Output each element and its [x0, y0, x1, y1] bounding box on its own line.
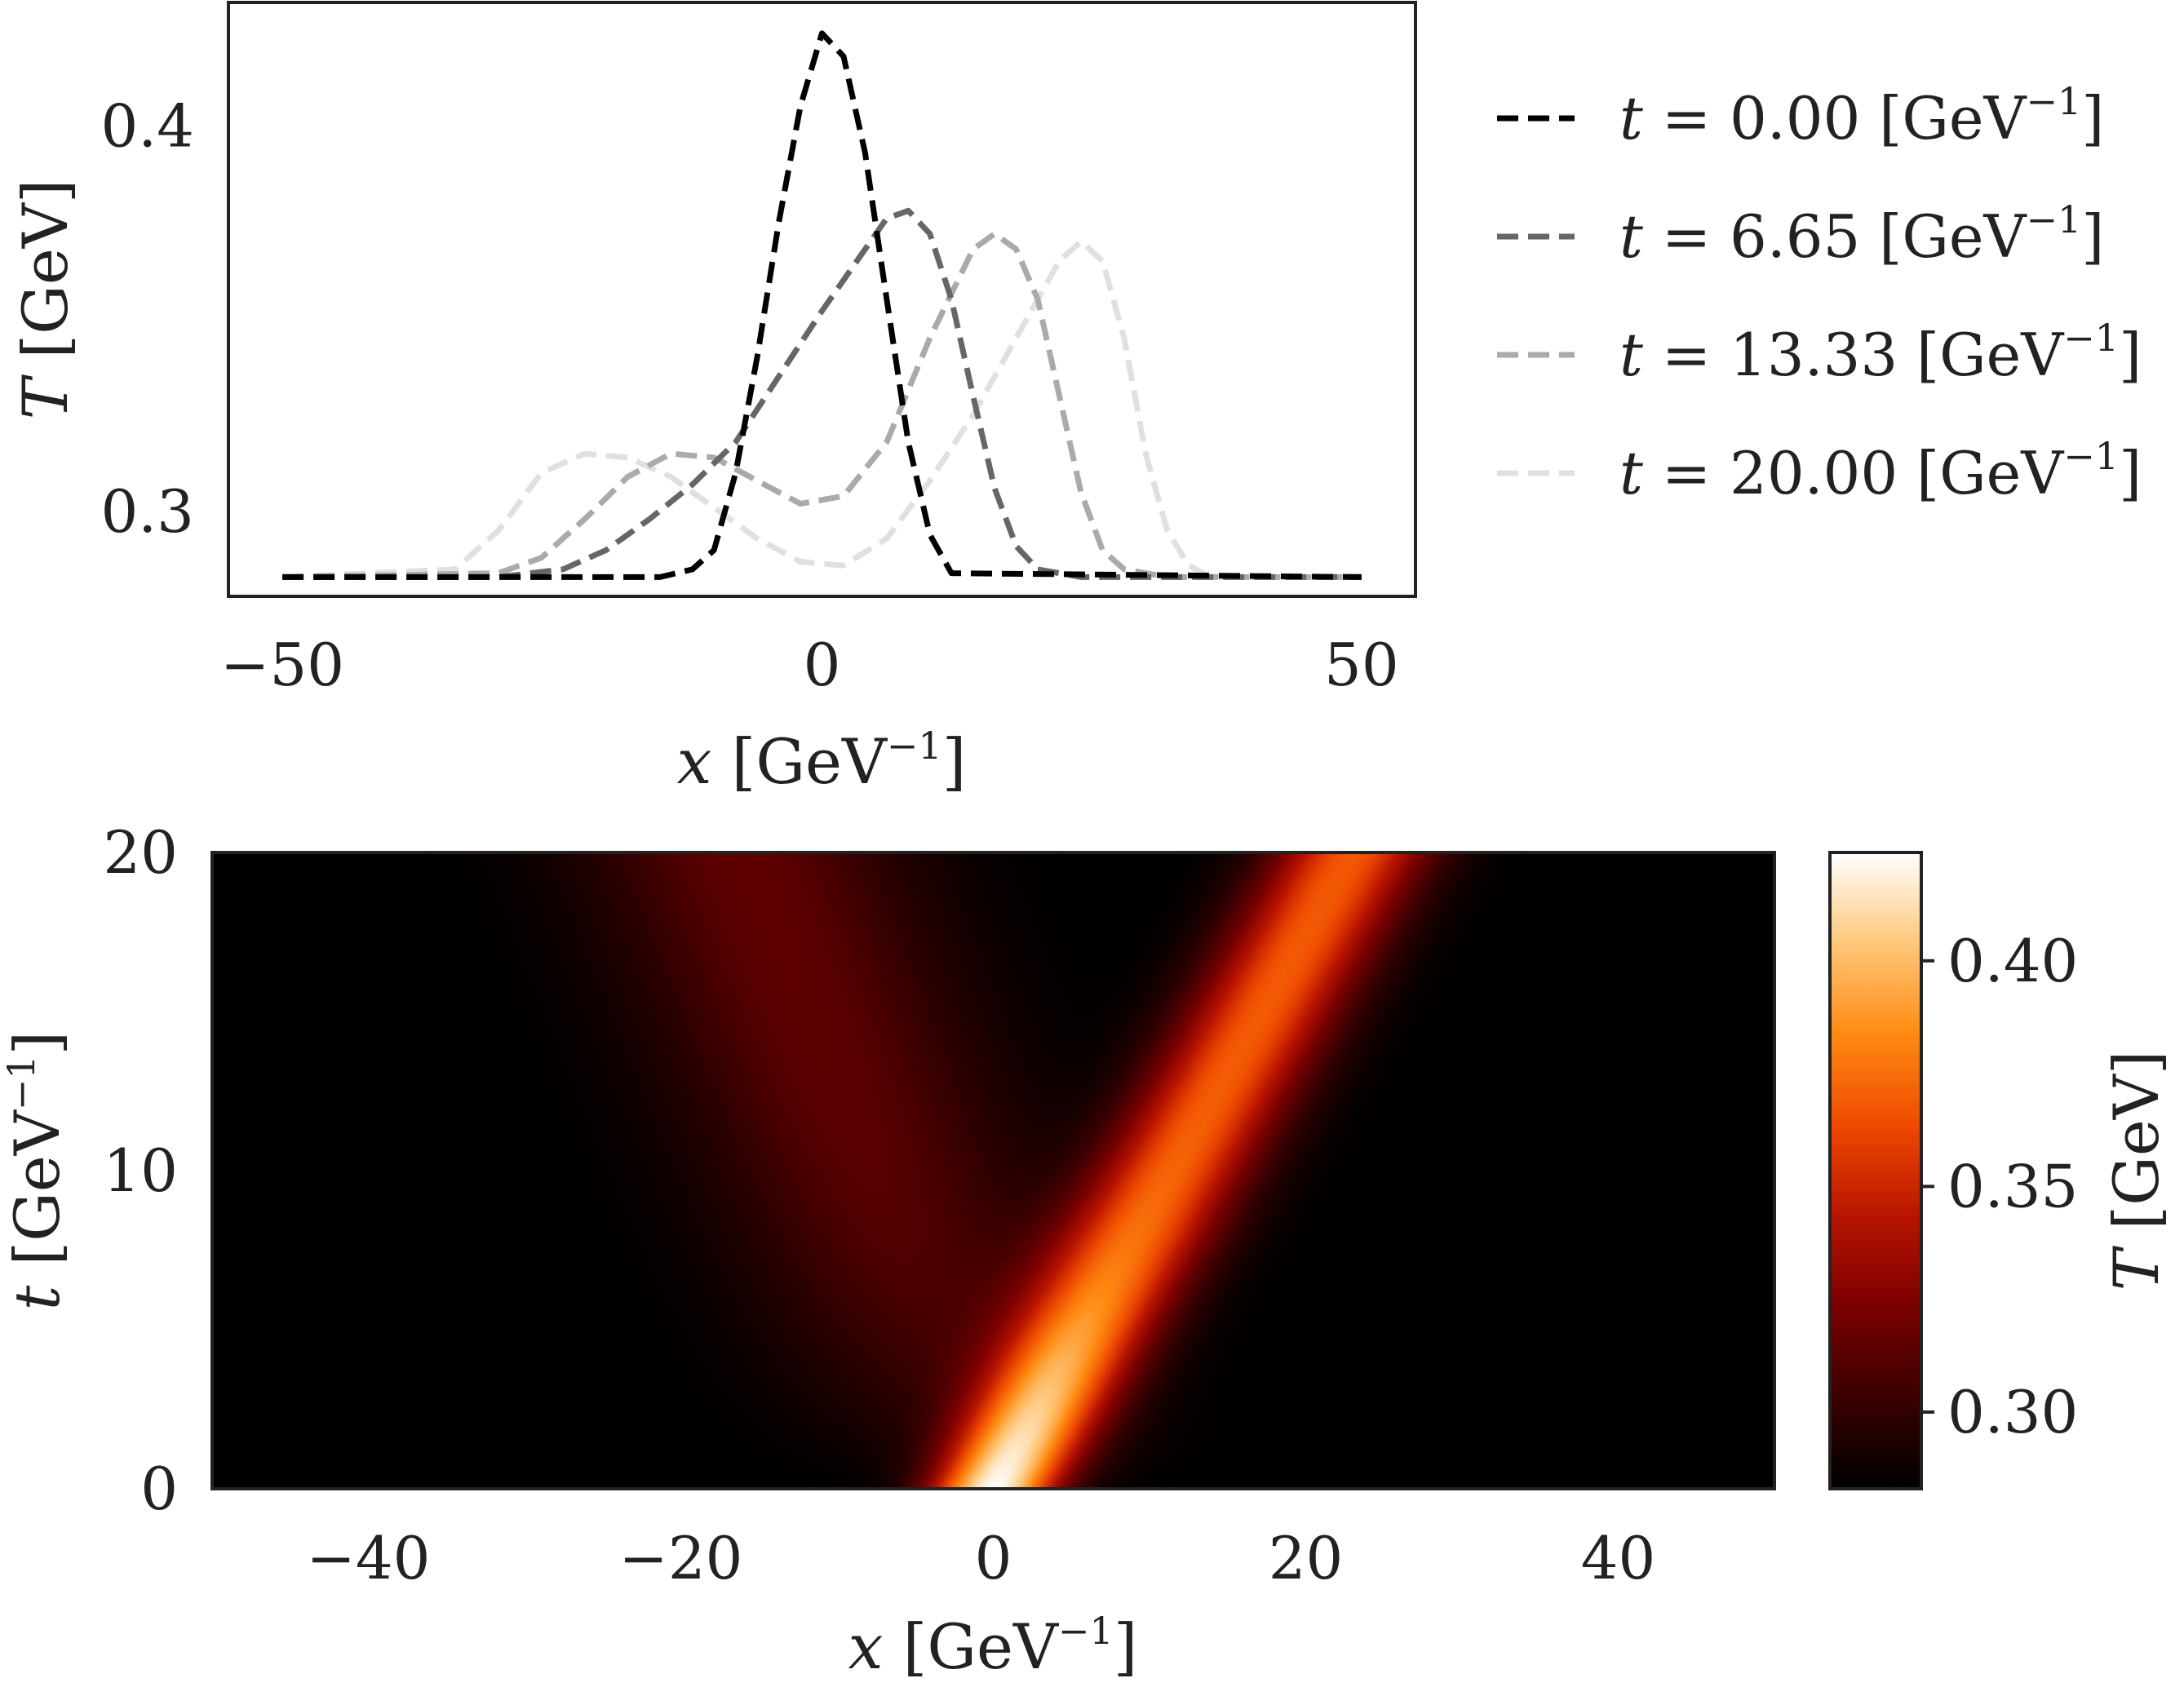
- heatmap-frame: [210, 851, 1776, 1490]
- series-line-0: [282, 30, 1362, 580]
- heatmap-image: [212, 852, 1774, 1489]
- bottom-y-tick-label: 20: [103, 818, 178, 887]
- legend-label-2: t = 13.33 [GeV−1]: [1619, 316, 2142, 389]
- colorbar-tick-label: 0.35: [1947, 1152, 2078, 1220]
- top-x-tick-label: −50: [220, 631, 344, 699]
- legend: t = 0.00 [GeV−1] t = 6.65 [GeV−1] t = 13.3…: [1497, 79, 2142, 507]
- top-x-tick-label: 50: [1324, 631, 1399, 699]
- colorbar-frame: [1828, 851, 1923, 1490]
- temperature-heatmap-chart: −40 −20 0 20 40 0 10 20 x [GeV−1] t [GeV−1] 0.…: [0, 818, 2173, 1683]
- bottom-y-axis-label: t [GeV−1]: [0, 1031, 73, 1310]
- colorbar-tick-label: 0.30: [1947, 1378, 2078, 1446]
- top-y-axis-label: T [GeV]: [9, 179, 82, 420]
- top-y-tick-label: 0.4: [100, 91, 194, 160]
- bottom-x-axis-label: x [GeV−1]: [848, 1609, 1138, 1683]
- colorbar-gradient: [1830, 852, 1921, 1489]
- temperature-profile-chart: −50 0 50 0.3 0.4 x [GeV−1] T [GeV] t = 0.00…: [9, 1, 2142, 798]
- series-line-2: [282, 231, 1362, 580]
- legend-label-1: t = 6.65 [GeV−1]: [1619, 197, 2104, 271]
- top-x-axis-label: x [GeV−1]: [677, 724, 967, 798]
- top-plot-frame: [227, 1, 1417, 598]
- legend-label-0: t = 0.00 [GeV−1]: [1619, 79, 2104, 153]
- bottom-x-tick-label: 20: [1269, 1524, 1344, 1592]
- colorbar-label: T [GeV]: [2100, 1051, 2173, 1291]
- series-line-1: [282, 207, 1362, 580]
- series-line-3: [281, 238, 1362, 580]
- legend-label-3: t = 20.00 [GeV−1]: [1619, 434, 2142, 507]
- bottom-x-tick-label: −20: [619, 1524, 743, 1592]
- bottom-x-tick-label: −40: [307, 1524, 431, 1592]
- bottom-x-tick-label: 0: [975, 1524, 1012, 1592]
- bottom-y-tick-label: 0: [140, 1455, 178, 1523]
- colorbar: 0.30 0.35 0.40 T [GeV]: [1828, 851, 2173, 1490]
- top-x-tick-label: 0: [804, 631, 841, 699]
- bottom-x-tick-label: 40: [1581, 1524, 1656, 1592]
- top-y-tick-label: 0.3: [100, 477, 194, 546]
- colorbar-tick-label: 0.40: [1947, 927, 2078, 995]
- bottom-y-tick-label: 10: [103, 1136, 178, 1205]
